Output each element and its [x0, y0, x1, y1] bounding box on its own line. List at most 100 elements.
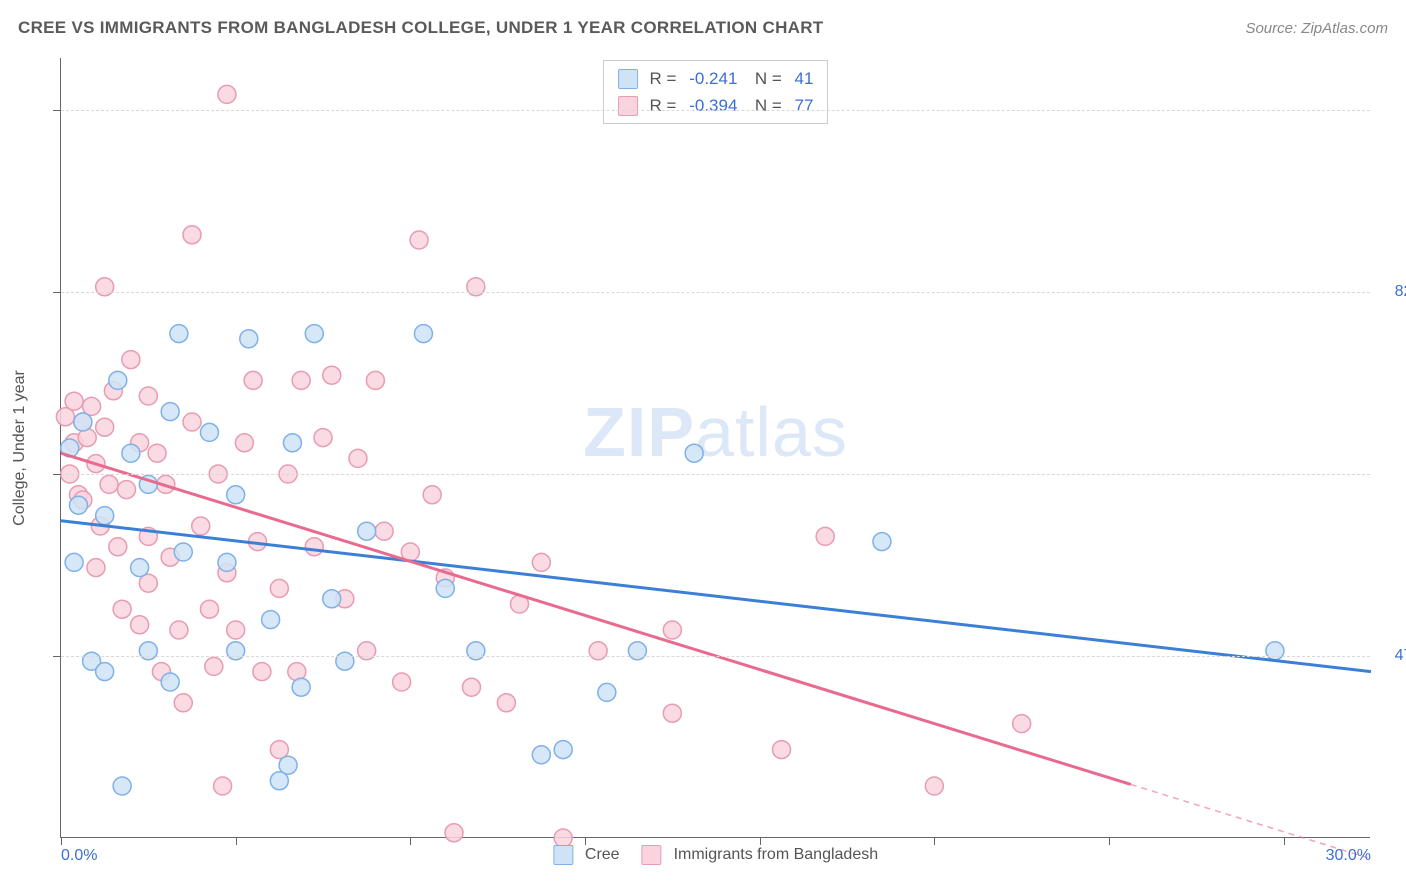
y-tick [53, 292, 61, 293]
scatter-point [305, 325, 323, 343]
scatter-point [74, 413, 92, 431]
trend-line [61, 521, 1371, 672]
stat-r-value: -0.394 [689, 92, 737, 119]
scatter-point [161, 673, 179, 691]
stat-label: N = [745, 92, 786, 119]
gridline [61, 110, 1370, 111]
scatter-point [532, 746, 550, 764]
scatter-point [349, 449, 367, 467]
y-tick [53, 110, 61, 111]
scatter-point [925, 777, 943, 795]
scatter-point [122, 351, 140, 369]
legend-label: Cree [585, 846, 620, 864]
scatter-point [358, 642, 376, 660]
scatter-point [139, 387, 157, 405]
scatter-point [87, 559, 105, 577]
scatter-point [240, 330, 258, 348]
scatter-point [436, 579, 454, 597]
scatter-point [366, 371, 384, 389]
scatter-point [873, 533, 891, 551]
scatter-point [467, 642, 485, 660]
scatter-point [100, 475, 118, 493]
scatter-point [414, 325, 432, 343]
scatter-point [423, 486, 441, 504]
x-tick [61, 837, 62, 845]
legend-label: Immigrants from Bangladesh [674, 846, 879, 864]
scatter-point [497, 694, 515, 712]
scatter-point [462, 678, 480, 696]
scatter-point [113, 777, 131, 795]
scatter-point [262, 611, 280, 629]
scatter-point [139, 642, 157, 660]
bottom-legend: Cree Immigrants from Bangladesh [553, 845, 878, 865]
scatter-point [96, 418, 114, 436]
x-tick [1284, 837, 1285, 845]
scatter-point [96, 278, 114, 296]
plot-region: ZIPatlas R = -0.241 N = 41R = -0.394 N =… [60, 58, 1370, 838]
stats-row: R = -0.241 N = 41 [618, 65, 814, 92]
scatter-point [113, 600, 131, 618]
correlation-stats-box: R = -0.241 N = 41R = -0.394 N = 77 [603, 60, 829, 124]
x-tick [585, 837, 586, 845]
plot-svg [61, 58, 1370, 837]
scatter-point [467, 278, 485, 296]
scatter-point [663, 621, 681, 639]
y-tick-label: 82.5% [1370, 283, 1406, 301]
scatter-point [816, 527, 834, 545]
scatter-point [96, 507, 114, 525]
stat-n-value: 41 [795, 65, 814, 92]
x-tick [410, 837, 411, 845]
y-tick [53, 474, 61, 475]
x-tick-label: 0.0% [61, 847, 97, 865]
x-tick [1109, 837, 1110, 845]
scatter-point [174, 694, 192, 712]
stat-r-value: -0.241 [689, 65, 737, 92]
legend-swatch [618, 69, 638, 89]
scatter-point [253, 663, 271, 681]
scatter-point [148, 444, 166, 462]
scatter-point [283, 434, 301, 452]
scatter-point [109, 371, 127, 389]
scatter-point [183, 226, 201, 244]
y-axis-label: College, Under 1 year [11, 370, 29, 526]
scatter-point [131, 616, 149, 634]
scatter-point [205, 657, 223, 675]
gridline [61, 292, 1370, 293]
scatter-point [1266, 642, 1284, 660]
scatter-point [227, 486, 245, 504]
scatter-point [270, 579, 288, 597]
stat-label: N = [745, 65, 786, 92]
legend-swatch [642, 845, 662, 865]
scatter-point [227, 642, 245, 660]
stat-n-value: 77 [795, 92, 814, 119]
scatter-point [200, 600, 218, 618]
scatter-point [131, 559, 149, 577]
stat-label: R = [650, 65, 682, 92]
scatter-point [1013, 715, 1031, 733]
chart-title: CREE VS IMMIGRANTS FROM BANGLADESH COLLE… [18, 18, 824, 38]
legend-swatch [618, 96, 638, 116]
scatter-point [336, 652, 354, 670]
scatter-point [773, 741, 791, 759]
scatter-point [314, 429, 332, 447]
scatter-point [170, 325, 188, 343]
scatter-point [305, 538, 323, 556]
scatter-point [200, 423, 218, 441]
scatter-point [292, 371, 310, 389]
scatter-point [393, 673, 411, 691]
scatter-point [589, 642, 607, 660]
scatter-point [96, 663, 114, 681]
scatter-point [161, 403, 179, 421]
scatter-point [192, 517, 210, 535]
scatter-point [445, 824, 463, 842]
x-tick [236, 837, 237, 845]
scatter-point [69, 496, 87, 514]
scatter-point [218, 85, 236, 103]
scatter-point [109, 538, 127, 556]
scatter-point [598, 683, 616, 701]
scatter-point [170, 621, 188, 639]
x-tick [760, 837, 761, 845]
scatter-point [183, 413, 201, 431]
scatter-point [122, 444, 140, 462]
stats-row: R = -0.394 N = 77 [618, 92, 814, 119]
